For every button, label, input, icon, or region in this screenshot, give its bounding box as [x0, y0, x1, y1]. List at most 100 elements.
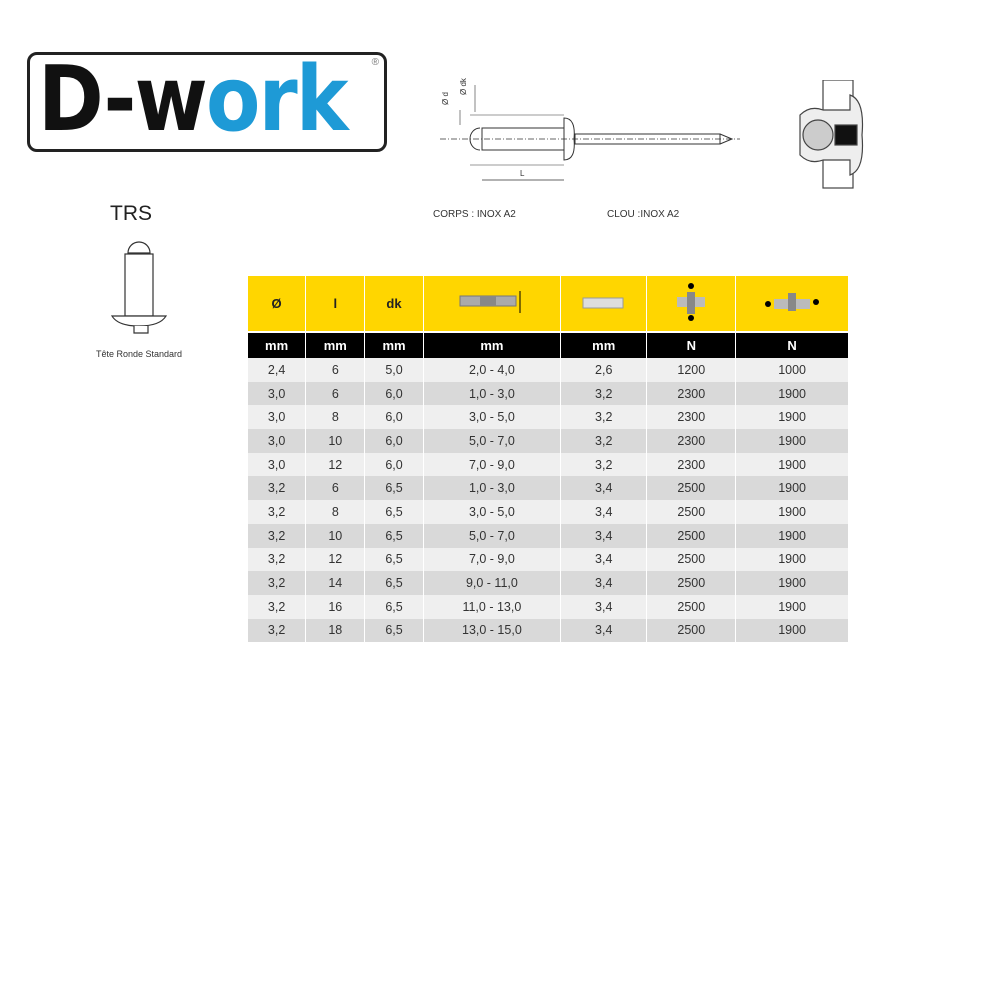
table-cell: 3,4 — [560, 594, 648, 619]
table-cell: 1900 — [735, 381, 849, 406]
table-cell: 3,4 — [560, 523, 648, 548]
table-cell: 3,2 — [560, 452, 648, 477]
table-cell: 3,4 — [560, 547, 648, 572]
table-cell: 2300 — [646, 405, 737, 430]
table-cell: 6,5 — [364, 523, 424, 548]
table-cell: 7,0 - 9,0 — [423, 452, 562, 477]
table-row: 3,2 12 6,5 7,0 - 9,0 3,4 2500 1900 — [248, 547, 849, 572]
table-cell: 1900 — [735, 594, 849, 619]
table-cell: 6,5 — [364, 476, 424, 501]
table-cell: 6 — [305, 381, 366, 406]
table-cell: 5,0 — [364, 358, 424, 382]
table-cell: 2500 — [646, 547, 737, 572]
table-cell: 1000 — [735, 358, 849, 382]
rivet-type-caption: Tête Ronde Standard — [96, 349, 183, 359]
unit-header: N — [735, 332, 849, 358]
table-cell: 1900 — [735, 476, 849, 501]
table-cell: 2,6 — [560, 358, 648, 382]
table-cell: 2500 — [646, 571, 737, 595]
table-cell: 6,5 — [364, 500, 424, 524]
table-cell: 2,0 - 4,0 — [423, 358, 562, 382]
table-cell: 1900 — [735, 571, 849, 595]
table-cell: 6,0 — [364, 381, 424, 406]
table-cell: 6,5 — [364, 594, 424, 619]
table-row: 3,2 10 6,5 5,0 - 7,0 3,4 2500 1900 — [248, 523, 849, 548]
table-cell: 1,0 - 3,0 — [423, 476, 562, 501]
table-cell: 1900 — [735, 500, 849, 524]
table-cell: 1900 — [735, 618, 849, 643]
table-cell: 3,4 — [560, 571, 648, 595]
table-cell: 5,0 - 7,0 — [423, 429, 562, 453]
table-cell: 3,2 — [248, 594, 307, 619]
column-header: Ø — [248, 276, 307, 333]
table-cell: 1900 — [735, 523, 849, 548]
table-row: 2,4 6 5,0 2,0 - 4,0 2,6 1200 1000 — [248, 358, 849, 382]
table-cell: 3,2 — [248, 618, 307, 643]
table-cell: 12 — [305, 547, 366, 572]
table-cell: 1900 — [735, 405, 849, 430]
table-cell: 2500 — [646, 476, 737, 501]
table-row: 3,2 8 6,5 3,0 - 5,0 3,4 2500 1900 — [248, 500, 849, 524]
table-cell: 14 — [305, 571, 366, 595]
table-cell: 3,2 — [560, 429, 648, 453]
table-row: 3,0 12 6,0 7,0 - 9,0 3,2 2300 1900 — [248, 452, 849, 477]
table-cell: 2500 — [646, 618, 737, 643]
round-head-rivet-icon — [110, 241, 168, 334]
body-material: CORPS : INOX A2 — [433, 209, 516, 220]
tensile-force-icon — [735, 276, 849, 333]
unit-header: mm — [305, 332, 366, 358]
table-cell: 3,2 — [248, 571, 307, 595]
table-cell: 8 — [305, 500, 366, 524]
head-diameter-label: Ø dk — [459, 77, 468, 95]
table-cell: 2500 — [646, 500, 737, 524]
table-cell: 2500 — [646, 594, 737, 619]
table-cell: 2300 — [646, 381, 737, 406]
table-cell: 10 — [305, 429, 366, 453]
table-cell: 3,4 — [560, 500, 648, 524]
table-cell: 18 — [305, 618, 366, 643]
table-cell: 3,2 — [248, 523, 307, 548]
table-row: 3,2 14 6,5 9,0 - 11,0 3,4 2500 1900 — [248, 571, 849, 595]
table-cell: 10 — [305, 523, 366, 548]
table-cell: 6 — [305, 358, 366, 382]
table-cell: 3,0 — [248, 452, 307, 477]
table-cell: 1900 — [735, 429, 849, 453]
table-cell: 6,0 — [364, 405, 424, 430]
table-row: 3,2 6 6,5 1,0 - 3,0 3,4 2500 1900 — [248, 476, 849, 501]
table-cell: 1900 — [735, 452, 849, 477]
table-cell: 6,0 — [364, 429, 424, 453]
table-cell: 8 — [305, 405, 366, 430]
registered-mark: ® — [371, 57, 379, 68]
unit-header: mm — [364, 332, 424, 358]
table-cell: 3,2 — [248, 547, 307, 572]
table-cell: 3,2 — [248, 500, 307, 524]
mandrel-material: CLOU :INOX A2 — [607, 209, 680, 220]
table-cell: 16 — [305, 594, 366, 619]
table-cell: 6,0 — [364, 452, 424, 477]
table-cell: 5,0 - 7,0 — [423, 523, 562, 548]
table-cell: 3,0 — [248, 381, 307, 406]
table-cell: 7,0 - 9,0 — [423, 547, 562, 572]
table-cell: 2500 — [646, 523, 737, 548]
d-work-logo: D-work ® — [27, 52, 387, 152]
table-row: 3,2 18 6,5 13,0 - 15,0 3,4 2500 1900 — [248, 618, 849, 643]
table-cell: 3,2 — [560, 381, 648, 406]
table-cell: 2,4 — [248, 358, 307, 382]
table-cell: 9,0 - 11,0 — [423, 571, 562, 595]
table-cell: 3,0 - 5,0 — [423, 405, 562, 430]
table-cell: 6,5 — [364, 618, 424, 643]
table-cell: 2300 — [646, 429, 737, 453]
table-row: 3,2 16 6,5 11,0 - 13,0 3,4 2500 1900 — [248, 594, 849, 619]
column-header: dk — [364, 276, 424, 333]
table-row: 3,0 8 6,0 3,0 - 5,0 3,2 2300 1900 — [248, 405, 849, 430]
table-cell: 3,0 — [248, 405, 307, 430]
table-cell: 12 — [305, 452, 366, 477]
table-cell: 3,0 - 5,0 — [423, 500, 562, 524]
table-cell: 3,2 — [248, 476, 307, 501]
table-cell: 3,2 — [560, 405, 648, 430]
unit-header: mm — [560, 332, 648, 358]
table-row: 3,0 6 6,0 1,0 - 3,0 3,2 2300 1900 — [248, 381, 849, 406]
grip-range-icon — [423, 276, 562, 333]
